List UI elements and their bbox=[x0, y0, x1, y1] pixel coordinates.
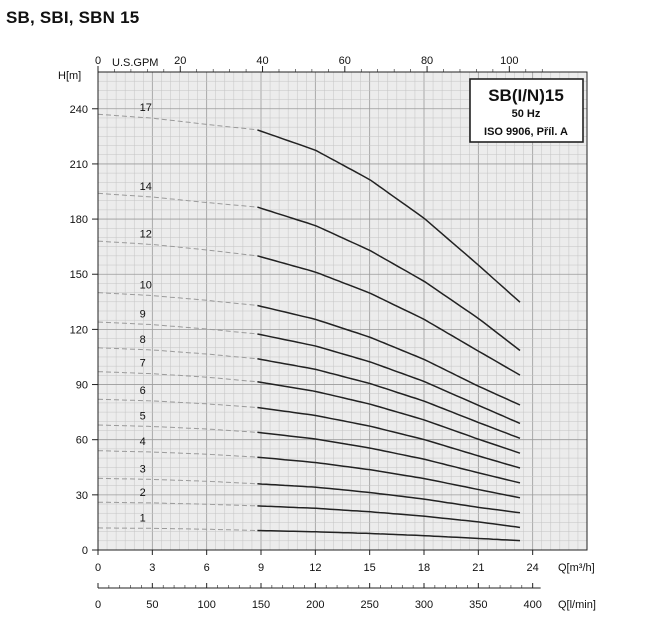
x-axis-label: Q[m³/h] bbox=[558, 562, 595, 574]
curve-4-extension bbox=[97, 450, 257, 458]
gpm-tick-label: 20 bbox=[174, 55, 186, 67]
gpm-tick-label: 40 bbox=[256, 55, 268, 67]
curve-2 bbox=[257, 505, 521, 529]
y-tick-label: 180 bbox=[70, 214, 88, 226]
curve-label-5: 5 bbox=[140, 410, 146, 422]
curve-14 bbox=[257, 206, 521, 352]
gpm-tick-label: 60 bbox=[339, 55, 351, 67]
x-tick-label: 21 bbox=[472, 562, 484, 574]
curve-3-extension bbox=[97, 477, 257, 485]
y-tick-label: 120 bbox=[70, 324, 88, 336]
lmin-tick-label: 300 bbox=[415, 599, 433, 611]
legend-title: SB(I/N)15 bbox=[488, 86, 564, 105]
curve-14-extension bbox=[97, 192, 257, 208]
lmin-tick-label: 250 bbox=[360, 599, 378, 611]
x-tick-label: 9 bbox=[258, 562, 264, 574]
curve-10 bbox=[257, 304, 521, 406]
curve-12-extension bbox=[97, 240, 257, 257]
curve-label-9: 9 bbox=[140, 309, 146, 321]
x-tick-label: 18 bbox=[418, 562, 430, 574]
curve-7-extension bbox=[97, 371, 257, 383]
curve-label-4: 4 bbox=[140, 436, 146, 448]
curve-label-2: 2 bbox=[140, 487, 146, 499]
legend-standard: ISO 9906, Příl. A bbox=[484, 126, 568, 138]
curve-3 bbox=[257, 483, 521, 514]
gpm-tick-label: 0 bbox=[95, 55, 101, 67]
curve-6-extension bbox=[97, 398, 257, 408]
y-axis-label: H[m] bbox=[58, 70, 81, 82]
curve-5-extension bbox=[97, 424, 257, 433]
chart-frame bbox=[97, 71, 588, 551]
curve-9-extension bbox=[97, 321, 257, 335]
y-tick-label: 60 bbox=[76, 435, 88, 447]
curve-1-extension bbox=[97, 527, 257, 531]
legend-frequency: 50 Hz bbox=[512, 108, 541, 120]
curve-12 bbox=[257, 255, 521, 376]
lmin-tick-label: 350 bbox=[469, 599, 487, 611]
legend-box-frame bbox=[469, 78, 584, 143]
gpm-axis-label: U.S.GPM bbox=[112, 57, 158, 69]
curve-label-3: 3 bbox=[140, 463, 146, 475]
gpm-tick-label: 100 bbox=[500, 55, 518, 67]
page-title: SB, SBI, SBN 15 bbox=[6, 8, 140, 27]
curve-label-1: 1 bbox=[140, 512, 146, 524]
x-tick-label: 0 bbox=[95, 562, 101, 574]
curve-1 bbox=[257, 529, 521, 542]
curve-label-14: 14 bbox=[140, 181, 152, 193]
x-tick-label: 15 bbox=[364, 562, 376, 574]
curve-8-extension bbox=[97, 347, 257, 360]
lmin-tick-label: 0 bbox=[95, 599, 101, 611]
curve-17-extension bbox=[97, 113, 257, 131]
y-tick-label: 240 bbox=[70, 104, 88, 116]
curve-label-12: 12 bbox=[140, 228, 152, 240]
curve-label-7: 7 bbox=[140, 358, 146, 370]
grid bbox=[97, 71, 588, 551]
x-tick-label: 3 bbox=[149, 562, 155, 574]
curve-17 bbox=[257, 129, 521, 303]
curve-6 bbox=[257, 406, 521, 469]
curve-label-8: 8 bbox=[140, 334, 146, 346]
y-tick-label: 150 bbox=[70, 269, 88, 281]
legend-box: SB(I/N)15 50 Hz ISO 9906, Příl. A bbox=[469, 78, 584, 143]
lmin-tick-label: 150 bbox=[252, 599, 270, 611]
curve-label-6: 6 bbox=[140, 385, 146, 397]
y-tick-label: 210 bbox=[70, 159, 88, 171]
x-tick-label: 24 bbox=[527, 562, 539, 574]
curve-7 bbox=[257, 381, 521, 454]
x-tick-label: 6 bbox=[204, 562, 210, 574]
curve-4 bbox=[257, 456, 521, 499]
lmin-tick-label: 100 bbox=[197, 599, 215, 611]
y-tick-label: 90 bbox=[76, 380, 88, 392]
curve-9 bbox=[257, 333, 521, 425]
lmin-tick-label: 50 bbox=[146, 599, 158, 611]
curve-label-10: 10 bbox=[140, 280, 152, 292]
lmin-tick-label: 200 bbox=[306, 599, 324, 611]
y-tick-label: 30 bbox=[76, 490, 88, 502]
curve-label-17: 17 bbox=[140, 102, 152, 114]
curve-5 bbox=[257, 431, 521, 484]
lmin-axis-label: Q[l/min] bbox=[558, 599, 596, 611]
gpm-tick-label: 80 bbox=[421, 55, 433, 67]
x-tick-label: 12 bbox=[309, 562, 321, 574]
lmin-tick-label: 400 bbox=[523, 599, 541, 611]
curve-10-extension bbox=[97, 292, 257, 306]
curve-8 bbox=[257, 358, 521, 440]
curve-2-extension bbox=[97, 501, 257, 507]
y-tick-label: 0 bbox=[82, 545, 88, 557]
